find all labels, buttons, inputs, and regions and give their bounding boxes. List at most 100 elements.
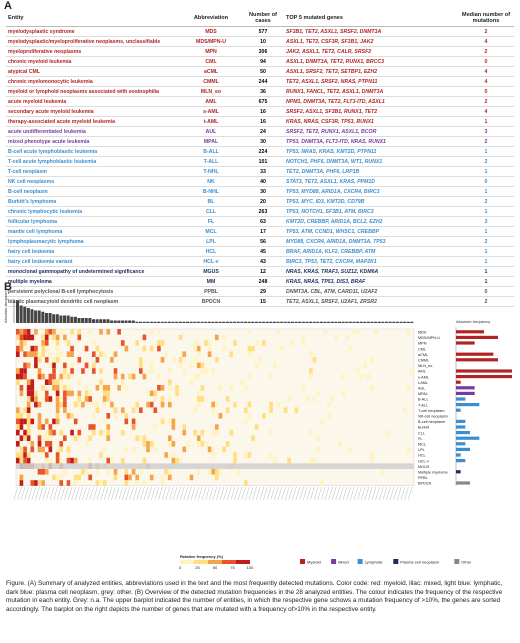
heatmap-cell bbox=[178, 362, 183, 369]
gene-tick bbox=[125, 486, 131, 500]
heatmap-cell bbox=[149, 401, 154, 408]
heatmap-cell bbox=[77, 401, 82, 408]
heatmap-cell bbox=[124, 480, 129, 486]
table-row: blastic plasmacytoid dendritic cell neop… bbox=[6, 296, 514, 307]
heatmap-cell bbox=[99, 351, 103, 357]
table-header-row: Entity Abbreviation Number of cases TOP … bbox=[6, 10, 514, 27]
heatmap-cell bbox=[37, 469, 42, 475]
entity-label: CLL bbox=[418, 431, 425, 435]
heatmap-cell bbox=[63, 469, 67, 475]
heatmap-cell bbox=[26, 329, 31, 335]
gene-tick bbox=[389, 486, 395, 500]
heatmap-cell bbox=[37, 435, 42, 441]
abbreviation-cell: B-ALL bbox=[180, 146, 242, 157]
right-bar bbox=[456, 330, 484, 334]
heatmap-cell bbox=[164, 469, 168, 475]
top-bar bbox=[243, 321, 247, 323]
abbreviation-cell: CMML bbox=[180, 76, 242, 87]
heatmap-cell bbox=[316, 435, 320, 441]
top-bar bbox=[59, 315, 63, 323]
gene-tick bbox=[245, 486, 250, 500]
top-bar bbox=[55, 314, 59, 323]
heatmap-cell bbox=[52, 379, 56, 385]
heatmap-cell bbox=[37, 357, 42, 363]
header-abbreviation: Abbreviation bbox=[180, 10, 242, 27]
heatmap-cell bbox=[77, 329, 82, 335]
heatmap-cell bbox=[44, 340, 49, 346]
heatmap-cell bbox=[91, 351, 96, 357]
top-bar bbox=[34, 310, 38, 323]
top-bar bbox=[403, 321, 407, 323]
heatmap-cell bbox=[30, 351, 35, 357]
heatmap-cell bbox=[48, 351, 53, 357]
heatmap-cell bbox=[88, 435, 92, 441]
heatmap-cell bbox=[37, 429, 42, 436]
heatmap-cell bbox=[204, 441, 208, 447]
heatmap-cell bbox=[160, 340, 165, 346]
heatmap-cell bbox=[106, 424, 111, 430]
colorbar-title: Relative frequency (%) bbox=[180, 554, 224, 559]
heatmap-cell bbox=[113, 407, 118, 413]
top-bar bbox=[84, 318, 88, 323]
abbreviation-cell: s-AML bbox=[180, 106, 242, 117]
gene-tick bbox=[78, 486, 84, 500]
heatmap-cell bbox=[319, 480, 324, 486]
heatmap-cell bbox=[102, 401, 107, 408]
heatmap-cell bbox=[91, 429, 96, 436]
heatmap-cell bbox=[26, 396, 31, 402]
heatmap-cell bbox=[171, 357, 176, 363]
heatmap-cell bbox=[200, 441, 205, 447]
heatmap-cell bbox=[34, 480, 38, 486]
heatmap-cell bbox=[44, 345, 49, 352]
heatmap-cell bbox=[269, 452, 273, 458]
heatmap-cell bbox=[66, 340, 71, 346]
heatmap-cell bbox=[81, 401, 85, 408]
top-bar bbox=[319, 321, 323, 323]
entity-cell: myeloid or lymphoid neoplasms associated… bbox=[6, 86, 180, 97]
heatmap-cell bbox=[19, 435, 24, 441]
heatmap-cell bbox=[95, 407, 100, 413]
heatmap-cell bbox=[171, 441, 176, 447]
heatmap-cell bbox=[66, 413, 71, 419]
median-cell: 2 bbox=[458, 96, 514, 107]
heatmap-cell bbox=[55, 413, 60, 419]
heatmap-cell bbox=[59, 480, 64, 486]
gene-tick bbox=[96, 486, 102, 500]
top-bar bbox=[196, 321, 200, 323]
heatmap-cell bbox=[44, 379, 49, 385]
heatmap-cell bbox=[23, 429, 27, 436]
heatmap-cell bbox=[84, 396, 89, 402]
entity-cell: therapy-associated acute myeloid leukemi… bbox=[6, 116, 180, 127]
gene-tick bbox=[295, 486, 301, 500]
heatmap-cell bbox=[23, 362, 27, 369]
heatmap-cell bbox=[26, 424, 31, 430]
table-row: myelodysplastic syndrome MDS 577 SF3B1, TET… bbox=[6, 26, 514, 37]
heatmap-cell bbox=[233, 340, 237, 346]
heatmap-cell bbox=[334, 334, 339, 341]
top-bar bbox=[167, 321, 171, 323]
median-cell: 0 bbox=[458, 286, 514, 297]
abbreviation-cell: MLN_eo bbox=[180, 86, 242, 97]
heatmap-cell bbox=[157, 340, 161, 346]
gene-tick bbox=[306, 486, 312, 500]
right-bar-axis-label: Absolute frequency bbox=[456, 319, 490, 324]
heatmap-cell bbox=[41, 345, 45, 352]
entity-cell: myeloproliferative neoplasms bbox=[6, 46, 180, 57]
heatmap-cell bbox=[106, 385, 111, 391]
entity-label: HCL bbox=[418, 454, 426, 458]
top-bar bbox=[330, 321, 334, 323]
heatmap-cell bbox=[312, 396, 317, 402]
heatmap-cell bbox=[215, 357, 219, 363]
colorbar-segment bbox=[194, 560, 208, 564]
genes-cell: TET2, ASXL1, SRSF2, NRAS, PTPN11 bbox=[284, 76, 458, 87]
cases-cell: 50 bbox=[242, 66, 284, 77]
top-bar bbox=[215, 321, 219, 323]
heatmap-cell bbox=[55, 407, 60, 413]
heatmap-cell bbox=[149, 368, 154, 374]
cases-cell: 675 bbox=[242, 96, 284, 107]
heatmap-cell bbox=[88, 396, 92, 402]
heatmap-cell bbox=[142, 480, 147, 486]
entity-label: B-cell neoplasm bbox=[418, 420, 445, 424]
heatmap-cell bbox=[316, 390, 320, 397]
heatmap-cell bbox=[26, 379, 31, 385]
